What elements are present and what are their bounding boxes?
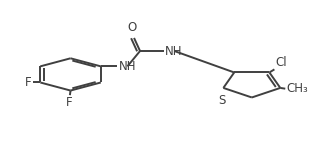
Text: Cl: Cl: [276, 56, 287, 69]
Text: NH: NH: [165, 44, 182, 58]
Text: NH: NH: [119, 60, 137, 73]
Text: S: S: [218, 94, 225, 107]
Text: F: F: [25, 76, 32, 89]
Text: CH₃: CH₃: [286, 82, 308, 95]
Text: O: O: [128, 21, 137, 34]
Text: F: F: [65, 96, 72, 109]
